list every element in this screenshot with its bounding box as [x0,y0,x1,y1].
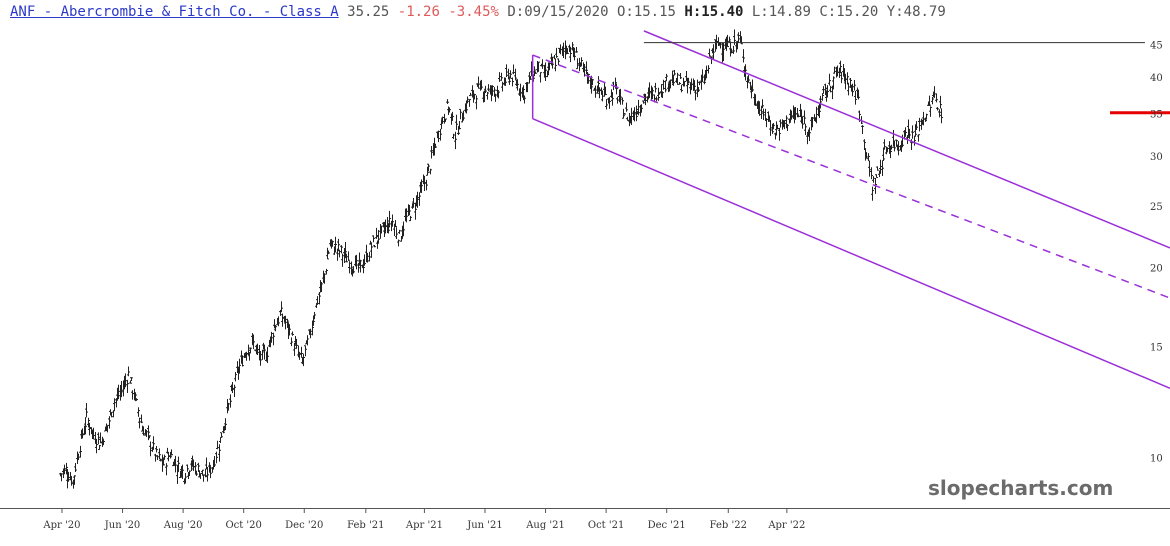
x-tick-label: Oct '20 [225,520,261,531]
x-tick-label: Aug '21 [525,520,565,531]
symbol-link[interactable]: ANF - Abercrombie & Fitch Co. - Class A [10,4,339,20]
date-label: D: [507,4,525,20]
x-tick-label: Oct '21 [588,520,624,531]
high-label: H: [684,4,702,20]
close-value: 15.20 [836,4,879,20]
x-tick-label: Feb '21 [347,520,384,531]
y-tick-label: 15 [1150,342,1163,353]
y-tick-label: 35 [1150,110,1163,121]
axes: Apr '20 Jun '20 Aug '20 Oct '20 Dec '20 Feb '… [0,41,1170,531]
x-tick-label: Apr '22 [767,520,805,531]
price-change: -1.26 [397,4,440,20]
y-tick-label: 30 [1150,152,1163,163]
x-tick-label: Dec '21 [648,520,686,531]
y-tick-label: 45 [1150,41,1163,52]
channel-lower-line [532,117,1170,389]
trend-lines [531,30,1170,389]
price-change-pct: -3.45% [448,4,499,20]
open-value: 15.15 [633,4,676,20]
close-label: C: [819,4,837,20]
ohlc-bars [59,29,943,489]
x-tick-label: Aug '20 [163,520,203,531]
y-tick-label: 10 [1150,454,1163,465]
y-tick-label: 40 [1150,73,1163,84]
y-tick-label: 25 [1150,202,1163,213]
date-value: 09/15/2020 [524,4,609,20]
last-price: 35.25 [347,4,390,20]
chart-header: ANF - Abercrombie & Fitch Co. - Class A … [10,4,946,20]
x-tick-label: Jun '20 [104,520,141,531]
x-tick-label: Jun '21 [466,520,503,531]
year-label: Y: [886,4,904,20]
open-label: O: [616,4,634,20]
x-tick-label: Dec '20 [285,520,323,531]
x-tick-label: Apr '21 [405,520,443,531]
channel-upper-line [643,30,1170,249]
watermark: slopecharts.com [928,476,1114,500]
low-label: L: [751,4,769,20]
high-value: 15.40 [701,4,744,20]
y-tick-label: 20 [1150,263,1163,274]
year-value: 48.79 [903,4,946,20]
channel-middle-line [532,54,1170,299]
x-tick-label: Apr '20 [42,520,80,531]
x-tick-label: Feb '22 [710,520,747,531]
low-value: 14.89 [768,4,811,20]
